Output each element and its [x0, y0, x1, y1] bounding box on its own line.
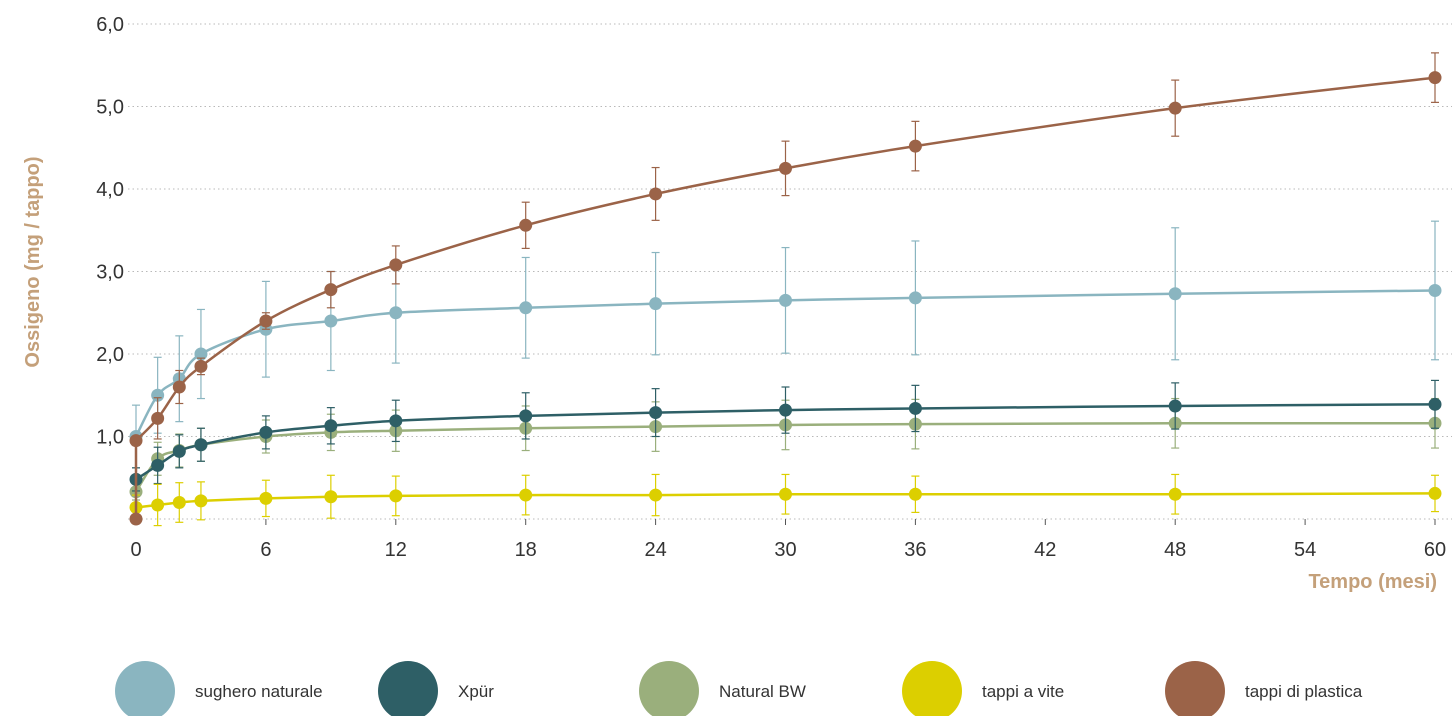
- series-layer: [129, 52, 1442, 527]
- axis-layer: 1,0 2,0 3,0 4,0 5,0 6,0 0 6 12 18 24 30 36 42 48 54 60: [96, 14, 1446, 561]
- data-point: [151, 498, 165, 512]
- data-point: [172, 444, 186, 458]
- data-point: [389, 306, 403, 320]
- data-point: [151, 458, 165, 472]
- x-tick-label: 48: [1164, 539, 1186, 561]
- data-point: [194, 438, 208, 452]
- data-point: [649, 488, 663, 502]
- data-point: [1168, 399, 1182, 413]
- data-point: [519, 301, 533, 315]
- data-point: [389, 414, 403, 428]
- data-point: [324, 419, 338, 433]
- x-tick-label: 6: [260, 539, 271, 561]
- data-point: [129, 512, 143, 526]
- legend-item: Natural BW: [639, 661, 806, 716]
- x-tick-label: 54: [1294, 539, 1316, 561]
- data-point: [389, 489, 403, 503]
- legend-label: Xpür: [458, 682, 494, 701]
- x-tick-label: 36: [904, 539, 926, 561]
- y-tick-label: 5,0: [96, 97, 124, 119]
- data-point: [172, 380, 186, 394]
- data-point: [129, 434, 143, 448]
- y-tick-label: 2,0: [96, 344, 124, 366]
- data-point: [1428, 71, 1442, 85]
- y-tick-label: 1,0: [96, 427, 124, 449]
- x-tick-label: 30: [774, 539, 796, 561]
- legend-label: tappi di plastica: [1245, 682, 1363, 701]
- data-point: [259, 425, 273, 439]
- legend-swatch: [378, 661, 438, 716]
- legend-swatch: [115, 661, 175, 716]
- data-point: [519, 409, 533, 423]
- data-point: [151, 411, 165, 425]
- data-point: [1168, 287, 1182, 301]
- data-point: [779, 293, 792, 307]
- data-point: [194, 359, 208, 373]
- data-point: [908, 139, 922, 153]
- data-point: [324, 283, 338, 297]
- y-tick-label: 6,0: [96, 14, 124, 36]
- data-point: [519, 488, 533, 502]
- y-axis-title: Ossigeno (mg / tappo): [22, 156, 44, 367]
- y-tick-label: 4,0: [96, 179, 124, 201]
- data-point: [194, 494, 208, 508]
- data-point: [649, 297, 663, 311]
- x-tick-label: 0: [130, 539, 141, 561]
- x-tick-label: 12: [385, 539, 407, 561]
- data-point: [779, 403, 792, 417]
- series-tappi-a-vite: [129, 473, 1442, 527]
- data-point: [259, 491, 273, 505]
- x-tick-label: 42: [1034, 539, 1056, 561]
- data-point: [1428, 397, 1442, 411]
- data-point: [324, 314, 338, 328]
- data-point: [389, 258, 403, 272]
- legend-swatch: [639, 661, 699, 716]
- legend-item: Xpür: [378, 661, 494, 716]
- data-point: [172, 496, 186, 509]
- legend-swatch: [1165, 661, 1225, 716]
- x-tick-label: 24: [644, 539, 666, 561]
- data-point: [519, 218, 533, 232]
- data-point: [151, 388, 165, 402]
- data-point: [1428, 486, 1442, 500]
- data-point: [1428, 283, 1442, 297]
- data-point: [649, 406, 663, 420]
- data-point: [908, 401, 922, 415]
- x-tick-label: 60: [1424, 539, 1446, 561]
- x-axis-title: Tempo (mesi): [1308, 571, 1437, 593]
- data-point: [908, 487, 922, 501]
- x-tick-label: 18: [515, 539, 537, 561]
- data-point: [1168, 487, 1182, 501]
- data-point: [194, 347, 208, 361]
- data-point: [649, 187, 663, 201]
- legend-item: sughero naturale: [115, 661, 323, 716]
- data-point: [908, 291, 922, 305]
- legend-label: sughero naturale: [195, 682, 323, 701]
- data-point: [1168, 101, 1182, 115]
- legend-item: tappi a vite: [902, 661, 1064, 716]
- data-point: [779, 161, 792, 175]
- legend-swatch: [902, 661, 962, 716]
- legend-label: tappi a vite: [982, 682, 1064, 701]
- y-tick-label: 3,0: [96, 262, 124, 284]
- series-tappi-di-plastica: [129, 52, 1442, 526]
- legend: sughero naturale Xpür Natural BW tappi a vi…: [115, 661, 1363, 716]
- data-point: [324, 490, 338, 504]
- data-point: [779, 487, 792, 501]
- grid-layer: [128, 23, 1452, 520]
- legend-label: Natural BW: [719, 682, 806, 701]
- data-point: [259, 314, 273, 328]
- legend-item: tappi di plastica: [1165, 661, 1363, 716]
